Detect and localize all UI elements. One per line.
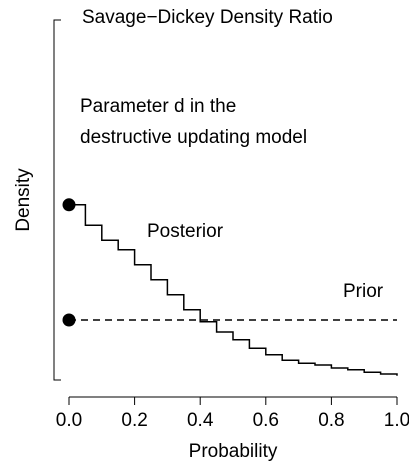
x-tick-label: 0.2 xyxy=(121,410,147,431)
x-tick-label: 0.8 xyxy=(318,410,344,431)
y-axis-label: Density xyxy=(13,168,34,232)
x-tick-label: 1.0 xyxy=(384,410,409,431)
point xyxy=(62,198,76,212)
subtitle: destructive updating model xyxy=(80,127,307,148)
chart-title: Savage−Dickey Density Ratio xyxy=(82,7,333,28)
y-axis xyxy=(53,19,61,381)
x-tick-label: 0.0 xyxy=(56,410,82,431)
series-line xyxy=(69,204,398,376)
x-tick-label: 0.6 xyxy=(253,410,279,431)
point xyxy=(62,313,76,327)
x-axis-label: Probability xyxy=(189,441,278,462)
series-label: Posterior xyxy=(147,221,224,242)
subtitle: Parameter d in the xyxy=(80,96,236,117)
x-tick-label: 0.4 xyxy=(187,410,214,431)
series-label: Prior xyxy=(343,281,384,302)
